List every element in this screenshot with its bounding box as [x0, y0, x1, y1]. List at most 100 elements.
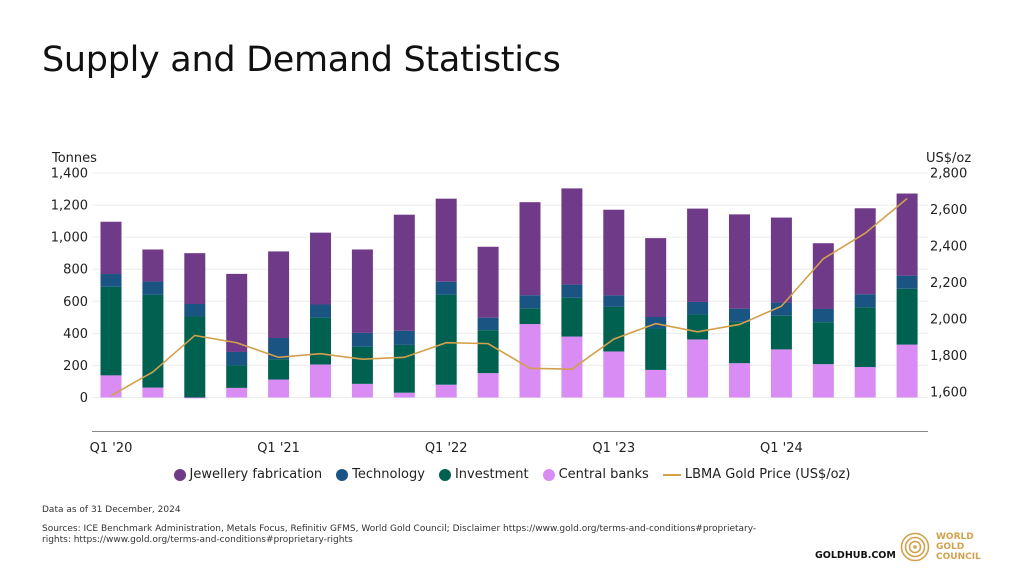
bar-jewellery-fabrication [519, 202, 541, 296]
legend-marker [438, 468, 451, 481]
gold-price-line [110, 197, 908, 397]
bar-central-banks [687, 339, 709, 398]
bar-central-banks [561, 336, 583, 398]
x-tick-label: Q1 '23 [592, 441, 635, 456]
y-tick-label: 1,000 [51, 231, 88, 246]
bar-central-banks [645, 369, 667, 398]
bar-central-banks [812, 364, 834, 398]
bar-technology [226, 351, 248, 366]
bar-technology [854, 294, 876, 308]
x-tick-label: Q1 '22 [425, 441, 468, 456]
legend-item-technology[interactable]: Technology [336, 467, 425, 482]
bar-jewellery-fabrication [729, 214, 750, 309]
bar-investment [477, 330, 499, 374]
bar-investment [184, 316, 206, 398]
y-tick-label: 800 [63, 263, 88, 278]
y-tick-label: 1,400 [51, 167, 88, 182]
x-tick-label: Q1 '20 [90, 441, 133, 456]
bar-investment [142, 294, 164, 388]
bar-jewellery-fabrication [770, 217, 792, 303]
bar-jewellery-fabrication [603, 209, 625, 296]
legend-item-central-banks[interactable]: Central banks [542, 467, 649, 482]
chart: 1,400 1,200 1,000 800 600 400 200 0 2,800 2,600 2,… [51, 167, 967, 457]
legend-item-investment[interactable]: Investment [438, 467, 529, 482]
bar-jewellery-fabrication [226, 273, 248, 352]
bar-jewellery-fabrication [268, 251, 290, 339]
bar-central-banks [142, 387, 164, 398]
bar-central-banks [477, 373, 499, 398]
bar-central-banks [268, 379, 290, 398]
y-tick-label: 1,200 [51, 199, 88, 214]
wgc-logo-icon [900, 532, 930, 562]
bar-investment [729, 321, 750, 364]
bar-central-banks [184, 397, 206, 399]
bar-central-banks [310, 364, 331, 398]
bar-jewellery-fabrication [310, 232, 331, 305]
bar-central-banks [226, 387, 248, 398]
bar-technology [770, 302, 792, 316]
y2-tick-label: 2,600 [930, 203, 967, 218]
bar-investment [603, 306, 625, 352]
chart-legend: Jewellery fabrication Technology Investm… [0, 467, 1024, 482]
y2-tick-label: 2,200 [930, 276, 967, 291]
logo-line: GOLD [936, 542, 965, 552]
sources-text: Sources: ICE Benchmark Administration, M… [42, 524, 757, 545]
bar-central-banks [896, 344, 918, 398]
bar-investment [268, 359, 290, 380]
y-tick-label: 400 [63, 327, 88, 342]
x-tick-label: Q1 '24 [760, 441, 803, 456]
legend-item-gold-price[interactable]: LBMA Gold Price (US$/oz) [662, 467, 850, 482]
bar-jewellery-fabrication [435, 198, 457, 282]
legend-label: Investment [454, 467, 529, 482]
y-axis-label: Tonnes [52, 151, 97, 166]
y-tick-label: 0 [80, 391, 88, 406]
bar-technology [477, 317, 499, 331]
bar-technology [603, 295, 625, 307]
bar-investment [226, 365, 248, 388]
bar-central-banks [351, 383, 373, 398]
bar-investment [435, 294, 457, 385]
bar-jewellery-fabrication [100, 221, 122, 275]
bar-investment [854, 307, 876, 368]
bar-central-banks [729, 363, 750, 398]
bar-investment [351, 346, 373, 384]
wgc-logo: WORLD GOLD COUNCIL [900, 532, 981, 562]
bar-investment [393, 344, 415, 393]
bar-investment [100, 286, 122, 376]
bar-technology [268, 338, 290, 360]
bar-jewellery-fabrication [142, 249, 164, 282]
bar-jewellery-fabrication [854, 208, 876, 295]
legend-item-jewellery[interactable]: Jewellery fabrication [173, 467, 323, 482]
legend-marker [662, 473, 681, 476]
bar-jewellery-fabrication [184, 253, 206, 305]
bar-investment [812, 322, 834, 365]
legend-marker [542, 468, 555, 481]
logo-line: WORLD [936, 532, 974, 542]
bar-central-banks [519, 324, 541, 398]
bar-jewellery-fabrication [896, 193, 918, 276]
bar-technology [812, 308, 834, 323]
bar-technology [393, 330, 415, 345]
bar-investment [310, 317, 331, 365]
goldhub-link[interactable]: GOLDHUB.COM [815, 550, 896, 561]
legend-label: Central banks [558, 467, 649, 482]
data-note: Data as of 31 December, 2024 [42, 505, 181, 515]
bar-central-banks [603, 351, 625, 398]
bar-technology [142, 281, 164, 295]
legend-label: Jewellery fabrication [189, 467, 323, 482]
bar-jewellery-fabrication [687, 208, 709, 302]
bar-jewellery-fabrication [393, 214, 415, 331]
bar-technology [519, 295, 541, 309]
bar-central-banks [435, 384, 457, 398]
legend-label: Technology [352, 467, 425, 482]
bar-investment [770, 315, 792, 350]
bar-technology [184, 304, 206, 317]
x-tick-label: Q1 '21 [257, 441, 300, 456]
bar-technology [729, 308, 750, 322]
y-tick-label: 600 [63, 295, 88, 310]
bar-jewellery-fabrication [561, 188, 583, 285]
y-tick-label: 200 [63, 359, 88, 374]
bar-technology [896, 275, 918, 289]
bar-investment [896, 288, 918, 345]
y2-axis-label: US$/oz [926, 151, 972, 166]
